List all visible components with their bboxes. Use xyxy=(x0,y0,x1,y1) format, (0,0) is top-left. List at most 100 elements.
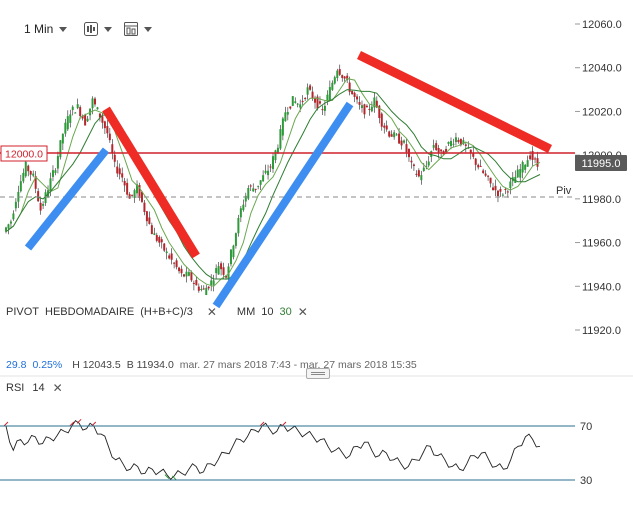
candle-body xyxy=(252,188,255,192)
candle-body xyxy=(54,170,57,173)
indicator-dropdown[interactable] xyxy=(124,20,152,38)
close-icon[interactable]: ✕ xyxy=(297,305,308,319)
candle-body xyxy=(301,100,304,102)
candle-body xyxy=(59,140,62,158)
rsi-oversold-mark xyxy=(171,475,177,481)
candle-body xyxy=(267,170,270,176)
candle-body xyxy=(363,104,366,115)
candle-body xyxy=(239,208,242,218)
candle-body xyxy=(76,104,79,109)
rsi-overbought-mark xyxy=(3,421,9,427)
candle-body xyxy=(348,82,351,92)
candle-body xyxy=(116,166,119,174)
candle-body xyxy=(158,236,161,243)
candle-body xyxy=(395,134,398,136)
candle-body xyxy=(351,91,354,95)
chevron-down-icon xyxy=(59,26,68,32)
candle-body xyxy=(316,96,319,109)
rsi-oversold-mark xyxy=(164,474,170,479)
candle-body xyxy=(286,112,289,115)
current-price-tag xyxy=(575,155,627,171)
candle-body xyxy=(56,156,59,169)
candle-body xyxy=(454,137,457,143)
candle-body xyxy=(192,282,195,284)
candle-body xyxy=(437,147,440,153)
candle-body xyxy=(496,190,499,197)
candle-body xyxy=(403,140,406,143)
left-level-marker-text: 12000.0 xyxy=(5,149,43,161)
price-axis-tick-label: 11920.0 xyxy=(582,325,621,337)
candle-body xyxy=(123,180,126,186)
candle-body xyxy=(163,243,166,251)
candle-body xyxy=(272,156,274,169)
candle-body xyxy=(168,255,171,259)
candle-body xyxy=(390,134,393,137)
candle-body xyxy=(71,106,74,111)
candle-body xyxy=(22,172,25,182)
close-icon[interactable]: ✕ xyxy=(52,381,63,395)
candle-body xyxy=(506,191,509,193)
candle-body xyxy=(519,169,522,178)
candlestick-grid-icon xyxy=(84,22,98,36)
candle-body xyxy=(370,106,373,112)
candle-body xyxy=(417,170,420,177)
candle-body xyxy=(153,233,156,235)
price-axis-tick-label: 11980.0 xyxy=(582,194,621,206)
candle-body xyxy=(96,107,99,110)
price-axis: 12060.012040.012020.012000.011980.011960… xyxy=(575,19,622,337)
candle-body xyxy=(398,133,401,144)
candle-body xyxy=(276,147,279,153)
red-trendline-2[interactable] xyxy=(357,50,552,154)
rsi-label: RSI xyxy=(6,382,25,394)
candle-body xyxy=(133,190,136,198)
indicator-window-icon xyxy=(124,22,138,36)
candle-body xyxy=(318,101,321,104)
timeframe-dropdown[interactable]: 1 Min xyxy=(24,20,68,38)
candle-body xyxy=(375,100,378,108)
candle-body xyxy=(326,94,329,102)
candle-body xyxy=(294,101,297,103)
candle-body xyxy=(509,181,512,189)
candle-body xyxy=(49,178,52,190)
blue-trendline-1[interactable] xyxy=(24,147,110,251)
ma-fast-period: 10 xyxy=(261,306,274,318)
price-axis-tick-label: 12020.0 xyxy=(582,106,622,118)
candle-body xyxy=(289,106,292,109)
candle-body xyxy=(440,149,443,152)
date-range: mar. 27 mars 2018 7:43 - mar. 27 mars 20… xyxy=(179,359,417,371)
pivot-name: PIVOT xyxy=(6,306,40,318)
candle-body xyxy=(257,185,260,187)
candle-body xyxy=(170,253,173,260)
rsi-overbought-mark xyxy=(91,421,97,427)
chart-type-dropdown[interactable] xyxy=(84,20,112,38)
candle-body xyxy=(84,114,87,126)
chart-toolbar: 1 Min xyxy=(0,0,633,44)
left-level-marker[interactable] xyxy=(0,145,48,162)
rsi-overbought-mark xyxy=(76,418,82,424)
candle-body xyxy=(459,138,462,146)
candle-body xyxy=(269,166,272,168)
close-icon[interactable]: ✕ xyxy=(206,305,217,319)
candle-body xyxy=(197,286,200,291)
candle-body xyxy=(462,140,465,145)
blue-trendline-2[interactable] xyxy=(212,101,354,309)
candle-body xyxy=(200,289,203,291)
candle-body xyxy=(373,97,376,108)
candle-body xyxy=(264,170,267,173)
rsi-period: 14 xyxy=(32,382,45,394)
candle-body xyxy=(353,92,356,97)
candle-body xyxy=(143,202,146,212)
red-trendline-1[interactable] xyxy=(102,106,200,259)
candle-body xyxy=(145,211,148,222)
candle-body xyxy=(378,105,381,119)
candle-body xyxy=(242,204,245,211)
pane-resize-handle[interactable] xyxy=(306,368,330,379)
candle-body xyxy=(187,272,190,276)
change-value: 29.8 xyxy=(6,359,27,371)
candle-body xyxy=(427,161,430,166)
candle-body xyxy=(435,143,438,151)
candle-body xyxy=(358,102,361,105)
candle-body xyxy=(165,251,168,254)
candle-body xyxy=(331,82,334,90)
